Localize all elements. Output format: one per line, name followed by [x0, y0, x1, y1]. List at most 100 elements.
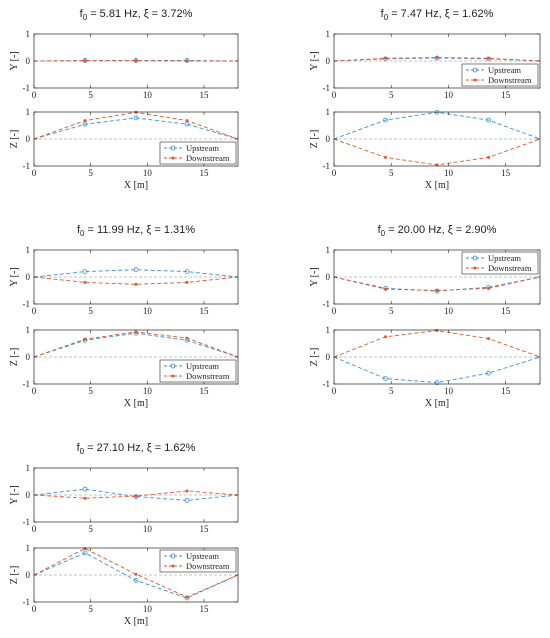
y-tick-label: -1 [323, 379, 331, 389]
x-tick-label: 15 [200, 306, 210, 316]
chart-title: f0 = 5.81 Hz, ξ = 3.72% [80, 8, 193, 22]
y-tick-label: 1 [326, 245, 331, 255]
x-tick-label: 5 [88, 306, 93, 316]
x-tick-label: 0 [332, 90, 337, 100]
upstream-series-line [33, 117, 239, 140]
y-tick-label: 0 [326, 352, 331, 362]
downstream-point [435, 289, 439, 292]
x-tick-label: 10 [143, 306, 153, 316]
upstream-point [383, 117, 388, 123]
downstream-point [185, 489, 189, 493]
legend-label-downstream: Downstream [186, 561, 230, 571]
upstream-point [486, 370, 491, 376]
legend-label-upstream: Upstream [488, 65, 521, 75]
y-axis-label: Y [-] [309, 51, 320, 70]
legend-label-downstream: Downstream [186, 371, 230, 381]
y-axis-label: Y [-] [9, 267, 20, 286]
chart-title: f0 = 20.00 Hz, ξ = 2.90% [378, 224, 497, 238]
x-tick-label: 10 [444, 90, 454, 100]
downstream-point [185, 119, 189, 123]
title-subscript: 0 [381, 229, 386, 238]
upstream-series-line [33, 269, 239, 278]
legend-marker-downstream [473, 266, 477, 270]
upstream-point [184, 497, 190, 503]
upstream-point [133, 267, 139, 273]
y-tick-label: 1 [326, 29, 331, 39]
y-tick-label: 0 [326, 56, 331, 66]
z-axis-label: Z [-] [9, 130, 20, 149]
z-axis-label: Z [-] [9, 348, 20, 367]
x-tick-label: 10 [444, 168, 454, 178]
downstream-point [83, 337, 87, 341]
legend-marker-downstream [171, 564, 175, 568]
y-tick-label: 1 [26, 29, 31, 39]
x-tick-label: 5 [389, 306, 394, 316]
x-axis-label: X [m] [425, 180, 449, 191]
downstream-point [134, 330, 138, 334]
upstream-point [82, 269, 88, 275]
legend-box [159, 549, 237, 573]
legend-marker-downstream [171, 156, 175, 160]
x-tick-label: 10 [444, 386, 454, 396]
downstream-point [83, 280, 87, 284]
legend-marker-downstream [473, 78, 477, 82]
legend-label-downstream: Downstream [488, 263, 532, 273]
z-axis-label: Z [-] [309, 130, 320, 149]
x-tick-label: 0 [32, 604, 37, 614]
title-subscript: 0 [80, 229, 85, 238]
y-tick-label: 0 [26, 56, 31, 66]
x-axis-label: X [m] [124, 616, 148, 627]
legend-label-upstream: Upstream [186, 143, 219, 153]
y-tick-label: 0 [326, 272, 331, 282]
upstream-series-line [33, 332, 239, 358]
downstream-point [185, 59, 189, 63]
title-subscript: 0 [384, 13, 389, 22]
x-axis-label: X [m] [425, 398, 449, 409]
downstream-point [134, 282, 138, 286]
downstream-point [384, 56, 387, 60]
upstream-point [133, 115, 139, 121]
upstream-series-line [33, 552, 239, 599]
legend-label-downstream: Downstream [186, 153, 230, 163]
legend-marker-upstream [170, 553, 176, 559]
z-axis-label: Z [-] [9, 566, 20, 585]
downstream-point [384, 335, 387, 339]
downstream-series-line [333, 57, 541, 62]
x-axis-label: X [m] [124, 398, 148, 409]
downstream-point [134, 59, 138, 63]
legend-marker-upstream [170, 363, 176, 369]
upstream-point [184, 121, 190, 127]
x-tick-label: 10 [143, 90, 153, 100]
x-tick-label: 0 [332, 386, 337, 396]
x-tick-label: 5 [88, 168, 93, 178]
y-tick-label: 0 [26, 490, 31, 500]
x-tick-label: 5 [389, 168, 394, 178]
x-tick-label: 0 [32, 524, 37, 534]
title-subscript: 0 [83, 13, 88, 22]
downstream-point [83, 547, 87, 551]
x-tick-label: 5 [389, 386, 394, 396]
downstream-point [435, 55, 439, 59]
downstream-point [185, 336, 189, 340]
downstream-point [384, 155, 387, 159]
upstream-point [82, 486, 88, 492]
y-tick-label: 1 [326, 325, 331, 335]
upstream-point [133, 578, 139, 583]
y-tick-label: 1 [26, 543, 31, 553]
z-axis-label: Z [-] [309, 348, 320, 367]
downstream-point [487, 286, 490, 290]
